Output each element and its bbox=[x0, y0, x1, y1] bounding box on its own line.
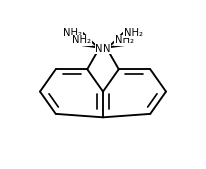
Text: N: N bbox=[95, 44, 103, 54]
Text: NH₂: NH₂ bbox=[72, 35, 91, 45]
Text: NH₂: NH₂ bbox=[115, 35, 134, 45]
Text: N: N bbox=[103, 44, 111, 54]
Text: NH₂: NH₂ bbox=[63, 28, 82, 38]
Text: NH₂: NH₂ bbox=[124, 28, 143, 38]
